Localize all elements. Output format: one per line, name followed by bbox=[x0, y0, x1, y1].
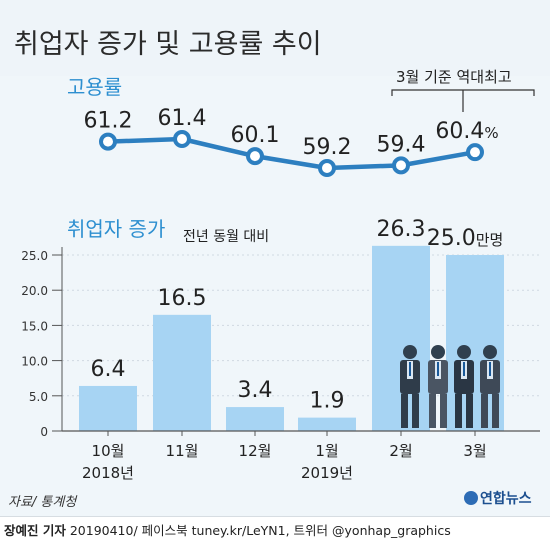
increase-sublabel: 전년 동월 대비 bbox=[183, 229, 269, 245]
increase-bar bbox=[79, 385, 137, 431]
rate-value-label: 60.4% bbox=[435, 119, 498, 144]
increase-series-label: 취업자 증가 bbox=[67, 217, 165, 241]
bar-value-label: 6.4 bbox=[91, 357, 126, 382]
worker-figure-tie bbox=[409, 362, 411, 376]
worker-figure-head bbox=[431, 345, 445, 359]
rate-annotation: 3월 기준 역대최고 bbox=[396, 68, 512, 86]
rate-value-label: 59.4 bbox=[377, 132, 426, 157]
worker-figure-leg bbox=[440, 394, 447, 428]
increase-bar bbox=[226, 407, 284, 431]
title-band bbox=[0, 0, 550, 76]
worker-figure-head bbox=[457, 345, 471, 359]
page-title: 취업자 증가 및 고용률 추이 bbox=[14, 29, 322, 60]
x-tick-label: 1월 bbox=[315, 442, 338, 460]
rate-line bbox=[107, 136, 476, 171]
rate-point bbox=[246, 147, 264, 166]
bar-unit-label: 만명 bbox=[476, 231, 504, 249]
increase-bar bbox=[153, 314, 211, 431]
credit-detail: 20190410/ 페이스북 tuney.kr/LeYN1, 트위터 @yonh… bbox=[65, 523, 451, 538]
worker-figure-leg bbox=[455, 394, 462, 428]
y-tick-label: 10.0 bbox=[21, 355, 48, 369]
source-note: 자료/ 통계청 bbox=[8, 495, 77, 510]
yonhap-logo: 연합뉴스 bbox=[464, 488, 532, 508]
worker-figure-tie bbox=[437, 362, 439, 376]
rate-point bbox=[173, 130, 191, 148]
y-tick-label: 0 bbox=[40, 425, 48, 439]
worker-figure-leg bbox=[466, 394, 473, 428]
x-tick-label: 3월 bbox=[463, 442, 486, 460]
rate-value-label: 61.4 bbox=[158, 106, 207, 131]
y-tick-label: 5.0 bbox=[29, 390, 48, 404]
year-label-2019: 2019년 bbox=[301, 464, 353, 482]
x-tick-label: 11월 bbox=[166, 442, 199, 460]
bar-value-label: 25.0만명 bbox=[427, 226, 504, 251]
x-tick-label: 10월 bbox=[92, 442, 125, 460]
bar-value-label: 26.3 bbox=[377, 217, 426, 242]
worker-figure-tie bbox=[463, 362, 465, 376]
rate-value-label: 60.1 bbox=[231, 123, 280, 148]
bar-value-label: 3.4 bbox=[238, 378, 273, 403]
rate-point bbox=[466, 143, 484, 162]
credit-line: 장예진 기자 20190410/ 페이스북 tuney.kr/LeYN1, 트위… bbox=[4, 520, 451, 539]
y-tick-label: 15.0 bbox=[21, 319, 48, 333]
y-tick-label: 20.0 bbox=[21, 284, 48, 298]
increase-bar bbox=[298, 417, 356, 431]
worker-figure-leg bbox=[401, 394, 408, 428]
year-label-2018: 2018년 bbox=[82, 464, 134, 482]
bar-value-label: 1.9 bbox=[310, 389, 345, 414]
rate-value-label: 61.2 bbox=[84, 109, 133, 134]
worker-figure-head bbox=[403, 345, 417, 359]
worker-figure-leg bbox=[412, 394, 419, 428]
reporter-name: 장예진 기자 bbox=[4, 523, 66, 538]
rate-unit-label: % bbox=[484, 124, 498, 142]
yonhap-logo-icon bbox=[464, 491, 478, 505]
worker-figure-leg bbox=[492, 394, 499, 428]
worker-figure-leg bbox=[429, 394, 436, 428]
worker-figure-head bbox=[483, 345, 497, 359]
logo-text: 연합뉴스 bbox=[480, 491, 532, 507]
x-tick-label: 12월 bbox=[239, 442, 272, 460]
rate-point bbox=[99, 132, 117, 151]
y-tick-label: 25.0 bbox=[21, 249, 48, 263]
rate-point bbox=[318, 159, 336, 177]
rate-series-label: 고용률 bbox=[67, 75, 122, 99]
worker-figure-tie bbox=[489, 362, 491, 376]
x-tick-label: 2월 bbox=[389, 442, 412, 460]
rate-point bbox=[392, 156, 410, 175]
worker-figure-leg bbox=[481, 394, 488, 428]
rate-value-label: 59.2 bbox=[303, 135, 352, 160]
footer-band bbox=[0, 516, 550, 542]
bar-value-label: 16.5 bbox=[158, 286, 207, 311]
